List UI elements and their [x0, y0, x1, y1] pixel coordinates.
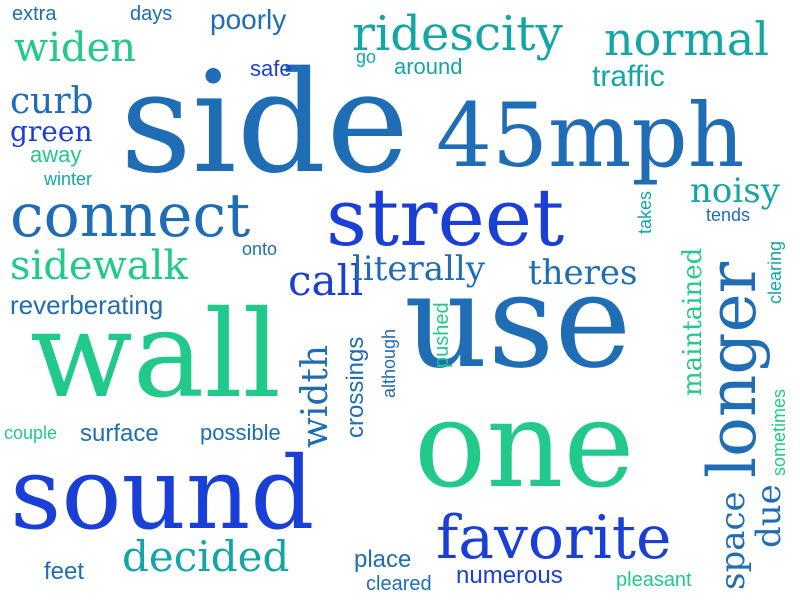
word-safe: safe [250, 56, 292, 81]
word-feet: feet [44, 558, 85, 585]
word-place: place [354, 546, 412, 573]
word-one: one [414, 376, 635, 515]
word-go: go [356, 47, 377, 67]
word-tends: tends [706, 205, 751, 225]
word-connect: connect [10, 181, 251, 251]
word-surface: surface [80, 420, 159, 447]
word-away: away [30, 142, 82, 167]
word-sometimes: sometimes [769, 388, 789, 476]
word-although: although [379, 328, 399, 398]
word-sound: sound [10, 435, 315, 552]
word-pleasant: pleasant [616, 569, 692, 591]
word-call: call [288, 256, 364, 305]
word-space: space [713, 491, 753, 590]
word-pushed: pushed [431, 302, 453, 368]
word-normal: normal [604, 12, 770, 66]
word-maintained: maintained [678, 247, 708, 396]
word-poorly: poorly [210, 4, 287, 35]
word-decided: decided [122, 532, 290, 581]
word-ridescity: ridescity [352, 6, 563, 62]
word-wall: wall [30, 286, 282, 425]
word-street: street [326, 171, 565, 264]
word-green: green [10, 115, 93, 148]
word-due: due [749, 484, 789, 548]
word-theres: theres [528, 253, 638, 293]
word-curb: curb [10, 81, 94, 122]
word-couple: couple [4, 423, 58, 443]
word-possible: possible [200, 420, 281, 445]
word-winter: winter [44, 169, 93, 189]
word-crossings: crossings [342, 336, 369, 438]
word-clearing: clearing [765, 240, 785, 304]
word-noisy: noisy [690, 171, 780, 211]
word-sidewalk: sidewalk [10, 243, 188, 289]
word-takes: takes [635, 190, 655, 234]
word-use: use [404, 245, 632, 397]
word-longer: longer [694, 261, 771, 478]
word-days: days [130, 3, 173, 25]
word-width: width [295, 344, 336, 448]
word-traffic: traffic [592, 60, 665, 93]
word-side: side [120, 42, 410, 205]
word-favorite: favorite [436, 503, 672, 573]
word-numerous: numerous [456, 562, 563, 589]
word-45mph: 45mph [436, 84, 745, 187]
word-reverberating: reverberating [10, 290, 164, 320]
word-literally: literally [352, 249, 486, 289]
word-cleared: cleared [366, 573, 432, 595]
word-extra: extra [12, 3, 57, 25]
word-widen: widen [14, 25, 137, 71]
word-around: around [394, 54, 463, 79]
word-onto: onto [242, 239, 278, 259]
